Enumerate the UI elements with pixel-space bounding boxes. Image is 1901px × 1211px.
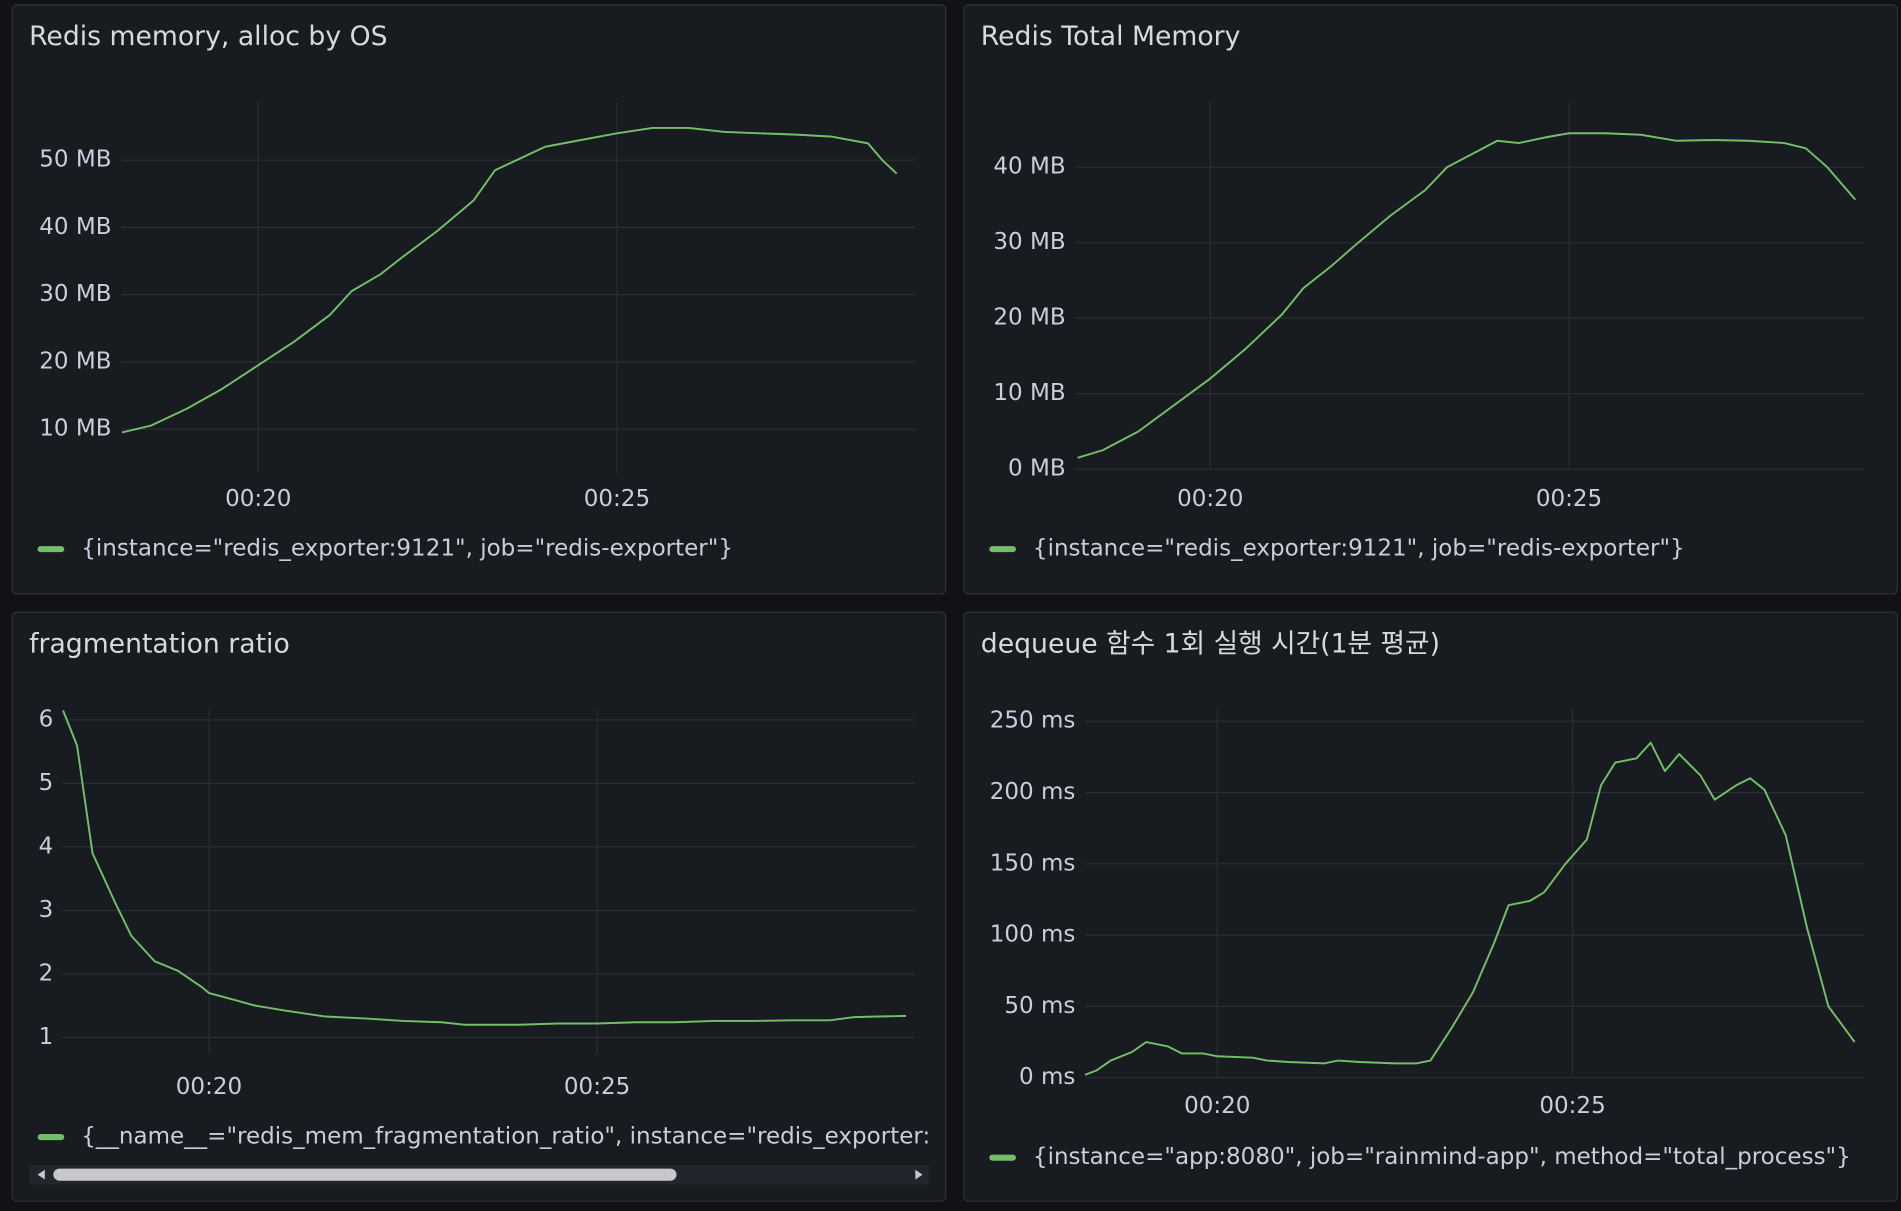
y-tick-label: 5 <box>39 770 54 796</box>
x-tick-label: 00:20 <box>225 486 291 512</box>
series-line <box>1077 132 1857 459</box>
y-tick-label: 3 <box>39 897 54 923</box>
legend-label: {instance="app:8080", job="rainmind-app"… <box>1033 1144 1851 1170</box>
y-tick-label: 20 MB <box>39 348 111 374</box>
y-tick-label: 150 ms <box>990 850 1076 876</box>
panel <box>963 611 1898 1202</box>
y-tick-label: 1 <box>39 1024 54 1050</box>
y-tick-label: 50 MB <box>39 147 111 173</box>
legend-label: {instance="redis_exporter:9121", job="re… <box>81 536 733 562</box>
scrollbar-thumb <box>53 1168 677 1181</box>
y-tick-label: 30 MB <box>39 281 111 307</box>
legend: {instance="redis_exporter:9121", job="re… <box>37 536 733 562</box>
x-tick-label: 00:25 <box>564 1074 630 1100</box>
y-tick-label: 0 MB <box>1008 456 1066 482</box>
y-tick-label: 0 ms <box>1019 1064 1075 1090</box>
x-tick-label: 00:25 <box>1539 1093 1605 1119</box>
legend-swatch <box>989 1154 1016 1161</box>
series-line <box>121 126 898 434</box>
x-tick-label: 00:20 <box>1184 1093 1250 1119</box>
y-tick-label: 6 <box>39 706 54 732</box>
panel-title: dequeue 함수 1회 실행 시간(1분 평균) <box>981 628 1440 659</box>
x-tick-label: 00:25 <box>1536 486 1602 512</box>
y-tick-label: 40 MB <box>39 214 111 240</box>
series-line <box>1084 741 1856 1076</box>
legend-label: {instance="redis_exporter:9121", job="re… <box>1033 536 1685 562</box>
legend: {__name__="redis_mem_fragmentation_ratio… <box>37 1124 1267 1150</box>
legend-swatch <box>989 546 1016 553</box>
panel <box>11 4 947 595</box>
y-tick-label: 4 <box>39 833 54 859</box>
legend-swatch <box>37 546 65 553</box>
x-tick-label: 00:20 <box>176 1074 242 1100</box>
y-tick-label: 200 ms <box>990 779 1076 805</box>
y-tick-label: 40 MB <box>993 154 1065 180</box>
y-tick-label: 100 ms <box>990 922 1076 948</box>
y-tick-label: 250 ms <box>990 708 1076 734</box>
panel-title: Redis Total Memory <box>981 21 1241 52</box>
panel-title: Redis memory, alloc by OS <box>29 21 387 52</box>
y-tick-label: 2 <box>39 960 54 986</box>
y-tick-label: 10 MB <box>39 416 111 442</box>
series-line <box>62 710 907 1026</box>
y-tick-label: 30 MB <box>993 229 1065 255</box>
legend-label: {__name__="redis_mem_fragmentation_ratio… <box>81 1124 1267 1150</box>
scroll-left-arrow <box>37 1169 45 1180</box>
y-tick-label: 20 MB <box>993 305 1065 331</box>
panel <box>963 4 1898 595</box>
panel <box>11 611 947 1202</box>
x-tick-label: 00:25 <box>584 486 650 512</box>
legend: {instance="app:8080", job="rainmind-app"… <box>989 1144 1851 1170</box>
legend-swatch <box>37 1134 65 1141</box>
legend: {instance="redis_exporter:9121", job="re… <box>989 536 1685 562</box>
y-tick-label: 50 ms <box>1004 993 1075 1019</box>
y-tick-label: 10 MB <box>993 380 1065 406</box>
scroll-right-arrow <box>915 1169 923 1180</box>
x-tick-label: 00:20 <box>1177 486 1243 512</box>
panel-title: fragmentation ratio <box>29 628 290 659</box>
